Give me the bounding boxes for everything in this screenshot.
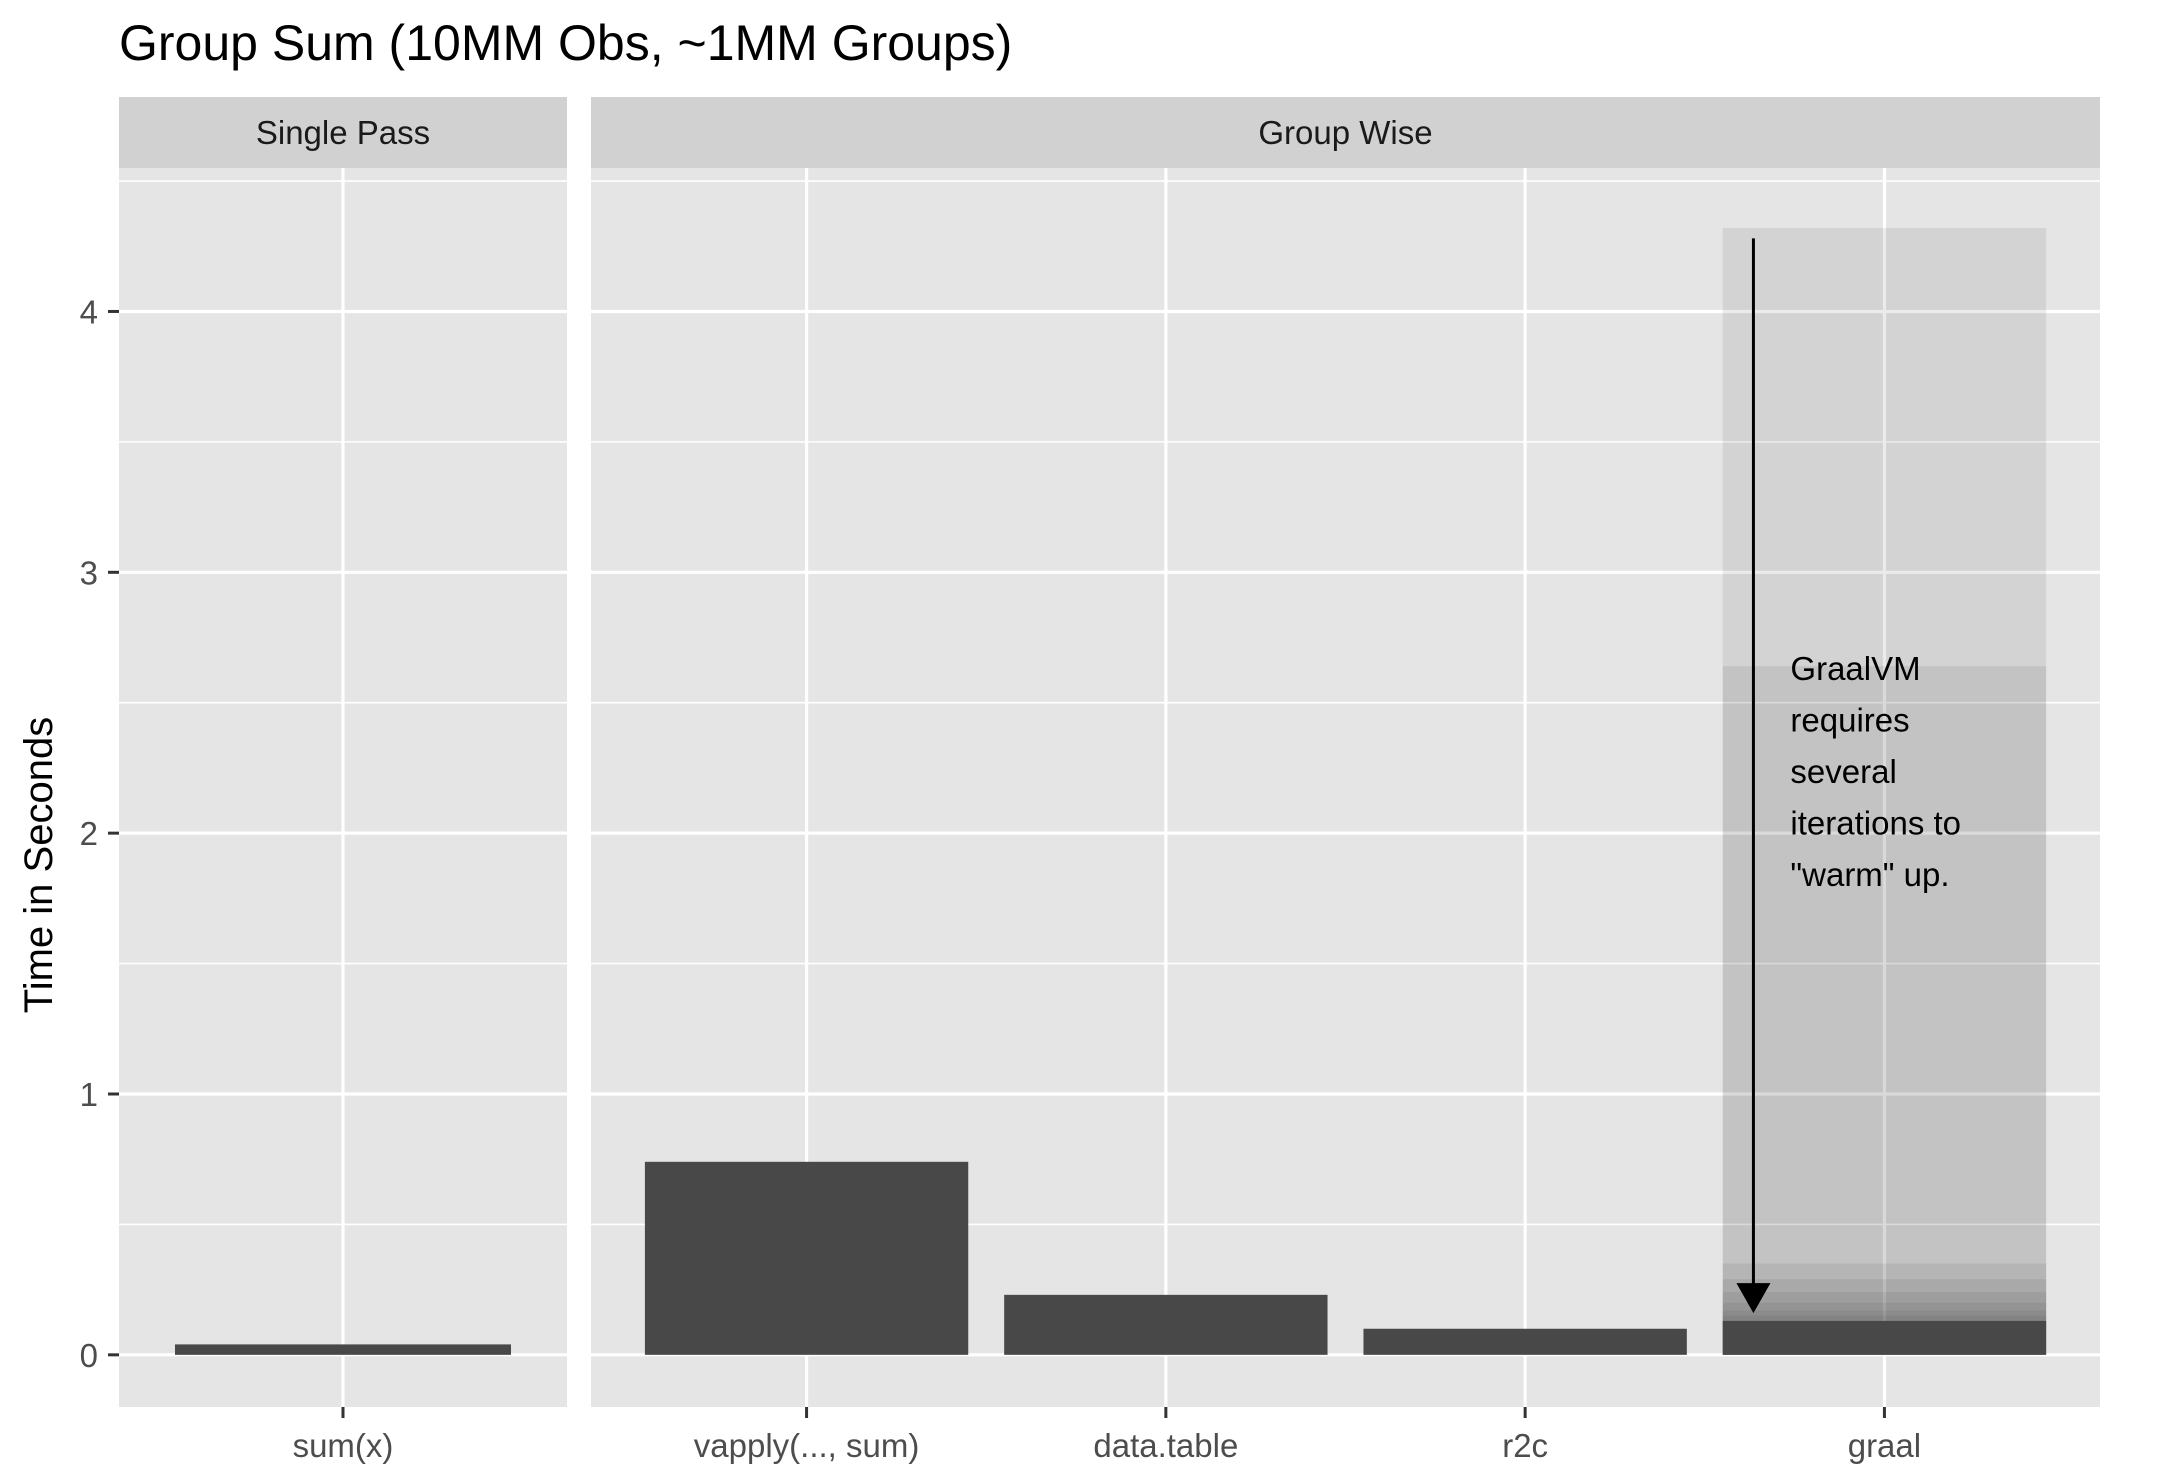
annotation-text-line: "warm" up. <box>1790 856 1949 893</box>
annotation-text-line: GraalVM <box>1790 650 1920 687</box>
x-tick-label-vapply-sum: vapply(..., sum) <box>694 1427 920 1464</box>
y-axis-title: Time in Seconds <box>17 717 61 1013</box>
graal-iteration-bar <box>1722 666 2047 1355</box>
x-tick-label-graal: graal <box>1848 1427 1921 1464</box>
annotation-arrow-head <box>1736 1283 1771 1314</box>
graal-iteration-bar <box>1722 227 2047 1355</box>
panel-single-pass: Single Pass sum(x) <box>119 97 567 1464</box>
y-tick-label: 2 <box>80 815 98 852</box>
strip-group-wise <box>591 97 2100 168</box>
panel-group-wise: Group Wise vapply(..., sum) data.table r2c g… <box>591 97 2100 1464</box>
bar-graal <box>1722 1320 2047 1355</box>
strip-label-group-wise: Group Wise <box>1258 114 1432 151</box>
x-tick-label-sum-x: sum(x) <box>293 1427 394 1464</box>
x-tick-label-data-table: data.table <box>1093 1427 1238 1464</box>
bar-sum-x <box>175 1344 511 1355</box>
bar-r2c <box>1363 1328 1687 1355</box>
y-tick-label: 3 <box>80 554 98 591</box>
strip-label-single-pass: Single Pass <box>256 114 430 151</box>
x-tick-label-r2c: r2c <box>1502 1427 1548 1464</box>
bar-vapply-sum <box>644 1161 969 1355</box>
warmup-annotation: GraalVM requires several iterations to "warm… <box>1736 238 1961 1314</box>
panels: Single Pass sum(x) Group Wise vapply(..., s… <box>119 97 2100 1464</box>
y-tick-label: 0 <box>80 1337 98 1374</box>
strip-single-pass <box>119 97 567 168</box>
annotation-text-line: iterations to <box>1790 805 1961 842</box>
y-tick-label: 1 <box>80 1076 98 1113</box>
y-axis: 0 1 2 3 4 <box>80 293 119 1374</box>
annotation-text-line: several <box>1790 753 1896 790</box>
y-tick-label: 4 <box>80 293 98 330</box>
annotation-text-line: requires <box>1790 702 1909 739</box>
bar-data-table <box>1004 1294 1328 1355</box>
chart-title: Group Sum (10MM Obs, ~1MM Groups) <box>119 15 1012 71</box>
